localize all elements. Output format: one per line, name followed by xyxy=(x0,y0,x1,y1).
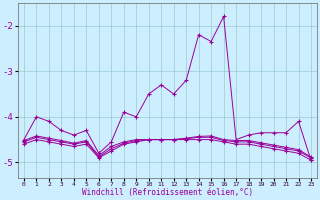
X-axis label: Windchill (Refroidissement éolien,°C): Windchill (Refroidissement éolien,°C) xyxy=(82,188,253,197)
